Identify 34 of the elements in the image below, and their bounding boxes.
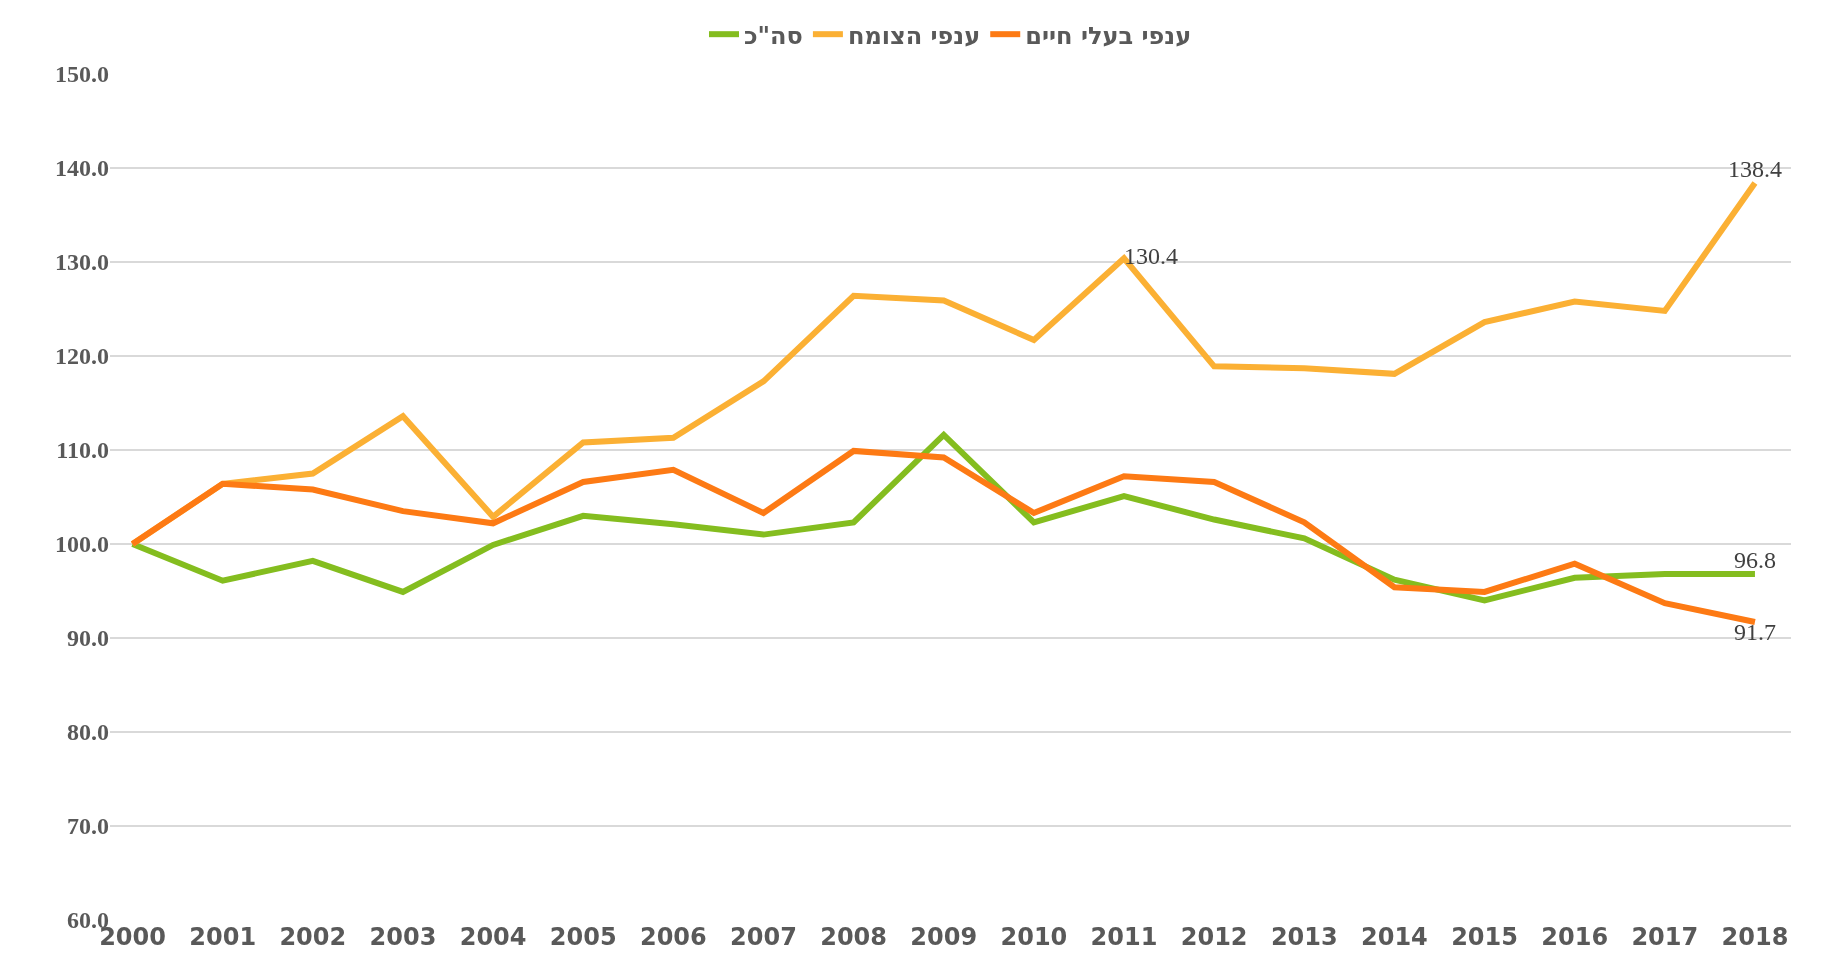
x-tick-label: 2015 bbox=[1451, 923, 1518, 951]
x-tick-label: 2001 bbox=[189, 923, 257, 951]
x-tick-label: 2011 bbox=[1090, 923, 1158, 951]
x-tick-label: 2002 bbox=[279, 923, 347, 951]
x-tick-label: 2016 bbox=[1541, 923, 1609, 951]
x-tick-label: 2012 bbox=[1180, 923, 1248, 951]
legend-label: סה"כ bbox=[744, 21, 803, 50]
x-tick-label: 2014 bbox=[1361, 923, 1428, 951]
x-tick-label: 2006 bbox=[639, 923, 707, 951]
x-tick-label: 2007 bbox=[730, 923, 797, 951]
y-tick-label: 70.0 bbox=[67, 813, 109, 840]
data-label: 96.8 bbox=[1733, 547, 1776, 574]
x-tick-label: 2013 bbox=[1270, 923, 1338, 951]
data-label: 91.7 bbox=[1733, 619, 1776, 646]
x-tick-label: 2018 bbox=[1721, 923, 1789, 951]
y-tick-label: 90.0 bbox=[67, 625, 109, 652]
legend-label: ענפי בעלי חיים bbox=[1025, 21, 1192, 50]
x-tick-label: 2008 bbox=[820, 923, 888, 951]
y-tick-label: 80.0 bbox=[67, 719, 109, 746]
data-label: 130.4 bbox=[1124, 243, 1179, 270]
x-tick-label: 2005 bbox=[549, 923, 617, 951]
y-tick-label: 120.0 bbox=[55, 343, 109, 370]
y-tick-label: 100.0 bbox=[55, 531, 109, 558]
y-tick-label: 140.0 bbox=[55, 155, 109, 182]
y-tick-label: 110.0 bbox=[56, 437, 109, 464]
legend-label: ענפי הצומח bbox=[847, 21, 981, 50]
y-tick-label: 150.0 bbox=[55, 61, 109, 88]
data-label: 138.4 bbox=[1727, 156, 1782, 183]
x-tick-label: 2009 bbox=[910, 923, 978, 951]
x-tick-label: 2010 bbox=[1000, 923, 1068, 951]
x-tick-label: 2003 bbox=[369, 923, 437, 951]
x-tick-label: 2004 bbox=[459, 923, 527, 951]
x-tick-label: 2017 bbox=[1631, 923, 1699, 951]
y-tick-label: 130.0 bbox=[55, 249, 109, 276]
